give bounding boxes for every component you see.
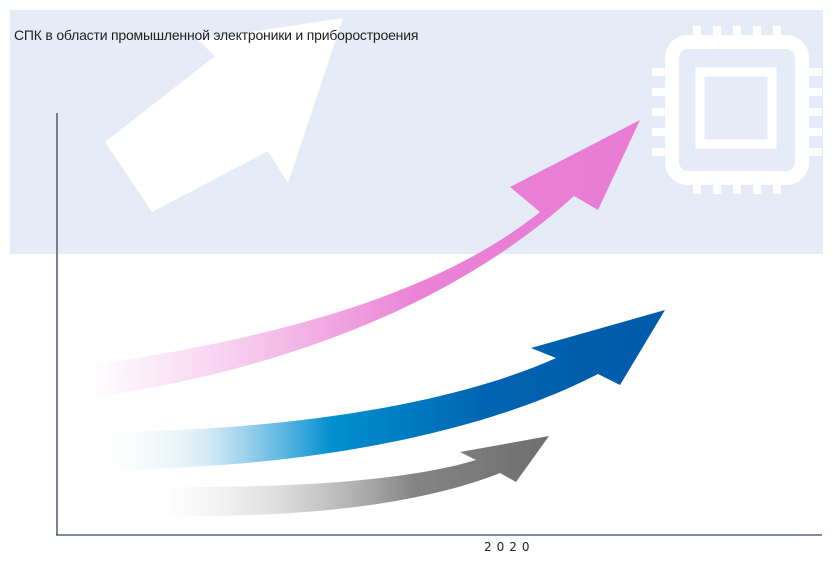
arrow-middle	[90, 310, 665, 470]
arrow-up-right-icon	[105, 18, 343, 212]
arrow-top	[88, 120, 640, 398]
microchip-icon	[652, 26, 822, 194]
x-axis-year-label: 2020	[484, 540, 535, 554]
chart-title: СПК в области промышленной электроники и…	[14, 27, 419, 43]
arrow-bottom	[162, 436, 549, 517]
